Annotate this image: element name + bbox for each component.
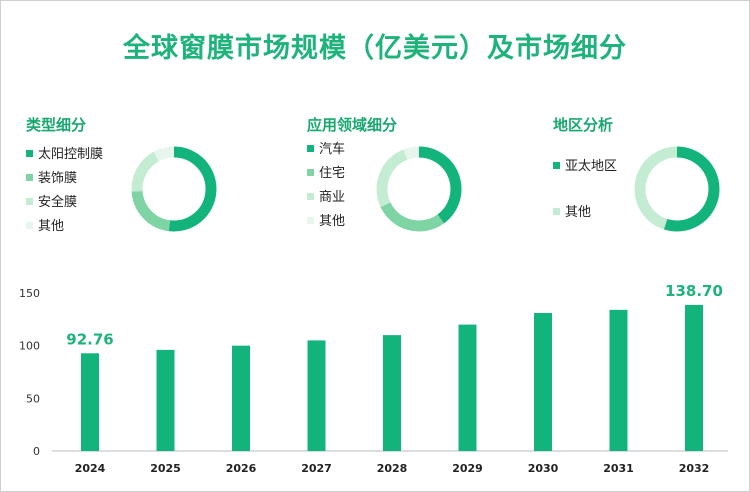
donut-slice: [403, 146, 420, 160]
legend-item: 其他: [553, 201, 591, 220]
legend-label: 汽车: [319, 142, 346, 157]
legend-item: 太阳控制膜: [26, 143, 103, 162]
donut-slice: [634, 146, 678, 230]
legend-swatch: [553, 162, 560, 169]
legend-swatch: [307, 217, 314, 224]
bar-2029: [458, 324, 477, 451]
bar-2030: [534, 313, 552, 451]
legend-label: 太阳控制膜: [38, 147, 104, 162]
legend-swatch: [307, 169, 314, 176]
legend-item: 装饰膜: [26, 167, 77, 186]
legend-label: 商业: [319, 190, 346, 205]
donut-slice: [131, 190, 171, 232]
legend-swatch: [26, 174, 33, 181]
bar-2028: [383, 335, 401, 451]
data-label-2024: 92.76: [66, 330, 113, 348]
legend-swatch: [26, 150, 33, 157]
legend-swatch: [26, 198, 33, 205]
legend-label: 其他: [38, 219, 65, 234]
bar-2032: [685, 304, 703, 451]
legend-item: 商业: [307, 186, 345, 205]
donut-slice: [418, 146, 462, 224]
legend-label: 其他: [319, 214, 346, 229]
bar-2031: [609, 309, 628, 451]
bar-2026: [232, 345, 250, 451]
legend-swatch: [307, 145, 314, 152]
legend-item: 亚太地区: [553, 155, 617, 174]
x-tick-label: 2024: [75, 462, 106, 475]
legend-label: 亚太地区: [565, 159, 618, 174]
donut-title-region: 地区分析: [553, 116, 614, 134]
legend-swatch: [307, 193, 314, 200]
legend-item: 其他: [26, 215, 64, 234]
legend-swatch: [553, 208, 560, 215]
y-tick-label: 100: [19, 340, 40, 353]
legend-item: 汽车: [307, 138, 345, 157]
y-tick-label: 50: [26, 392, 40, 405]
x-tick-label: 2025: [150, 462, 181, 475]
x-tick-label: 2030: [528, 462, 559, 475]
x-tick-label: 2032: [679, 462, 710, 475]
donut-charts: [131, 146, 720, 232]
donut-title-application: 应用领域细分: [307, 116, 398, 134]
y-tick-label: 0: [33, 445, 40, 458]
x-tick-label: 2027: [301, 462, 332, 475]
donut-slice: [131, 151, 160, 192]
page-title: 全球窗膜市场规模（亿美元）及市场细分: [123, 33, 627, 64]
bar-2024: [81, 353, 99, 451]
legend-item: 住宅: [307, 162, 345, 181]
y-tick-label: 150: [19, 287, 40, 300]
donut-slice: [153, 146, 175, 162]
data-label-2032: 138.70: [665, 282, 723, 300]
legend-label: 其他: [565, 205, 592, 220]
donut-slice: [380, 202, 444, 232]
legend-item: 安全膜: [26, 191, 77, 210]
donut-title-type: 类型细分: [26, 116, 87, 134]
x-tick-label: 2026: [226, 462, 257, 475]
bar-2027: [307, 340, 326, 451]
x-tick-label: 2029: [452, 462, 483, 475]
donut-slice: [168, 146, 217, 232]
legend-swatch: [26, 222, 33, 229]
legend-label: 安全膜: [38, 195, 78, 210]
legend-label: 装饰膜: [38, 171, 78, 186]
legend-item: 其他: [307, 210, 345, 229]
x-tick-label: 2028: [377, 462, 408, 475]
legend-label: 住宅: [319, 166, 346, 181]
bar-2025: [156, 349, 175, 451]
x-tick-label: 2031: [603, 462, 634, 475]
donut-slice: [663, 146, 720, 232]
donut-slice: [376, 149, 408, 208]
